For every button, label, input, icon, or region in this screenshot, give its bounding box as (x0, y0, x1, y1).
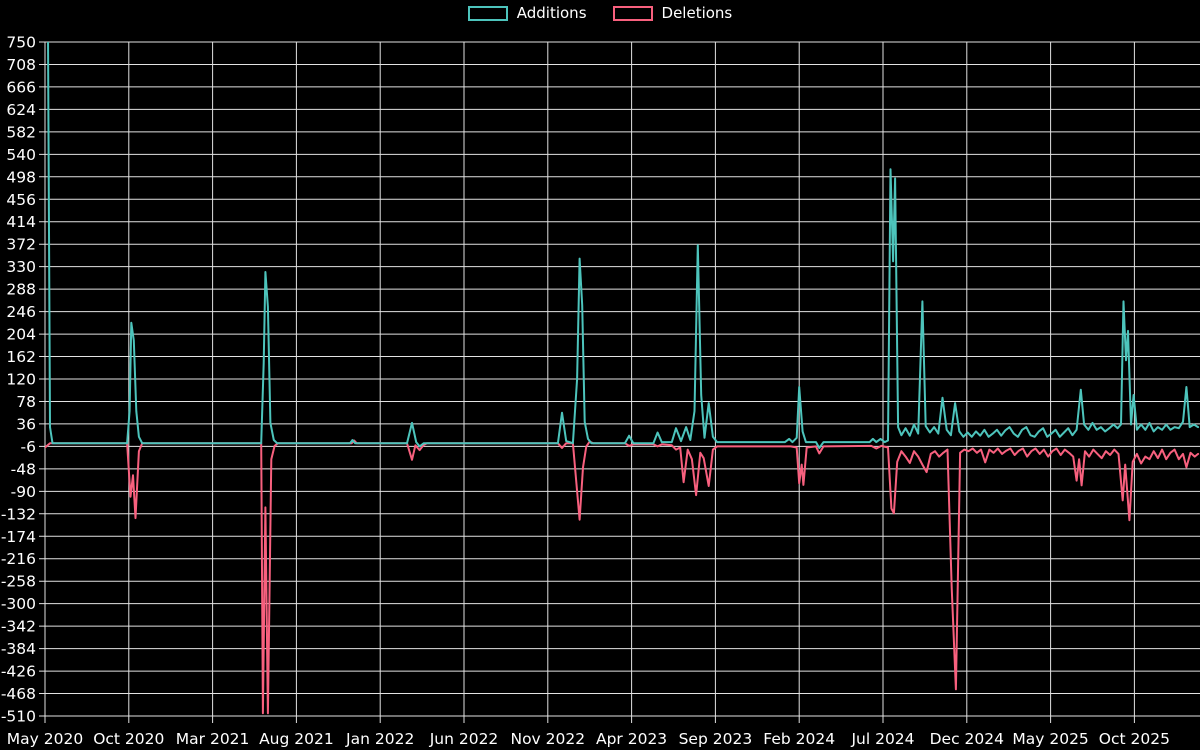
y-tick-label: 708 (6, 56, 36, 74)
y-tick-label: -258 (1, 573, 36, 591)
y-tick-label: 414 (6, 213, 36, 231)
y-tick-label: 246 (6, 303, 36, 321)
y-tick-label: -510 (1, 708, 36, 726)
y-tick-label: -174 (1, 528, 36, 546)
y-tick-label: 36 (16, 415, 36, 433)
y-tick-label: 288 (6, 281, 36, 299)
y-tick-label: -48 (11, 460, 36, 478)
legend-item-additions[interactable]: Additions (467, 4, 587, 22)
y-tick-label: -216 (1, 550, 36, 568)
deletions-line (45, 439, 1200, 715)
legend-item-deletions[interactable]: Deletions (612, 4, 733, 22)
y-tick-label: 540 (6, 146, 36, 164)
y-tick-label: -132 (1, 505, 36, 523)
y-tick-label: 666 (6, 78, 36, 96)
y-tick-label: 120 (6, 371, 36, 389)
x-tick-label: Apr 2023 (596, 730, 667, 748)
y-tick-label: 750 (6, 34, 36, 52)
x-tick-label: Jul 2024 (850, 730, 914, 748)
y-tick-label: 330 (6, 258, 36, 276)
y-tick-label: 498 (6, 168, 36, 186)
x-tick-label: Sep 2023 (679, 730, 753, 748)
x-tick-label: Aug 2021 (259, 730, 334, 748)
y-tick-label: -90 (11, 483, 36, 501)
legend-label-additions: Additions (516, 4, 587, 22)
x-tick-label: Jun 2022 (429, 730, 499, 748)
x-tick-label: Jan 2022 (345, 730, 414, 748)
x-tick-label: Dec 2024 (930, 730, 1004, 748)
y-tick-label: -342 (1, 618, 36, 636)
y-tick-label: -300 (1, 595, 36, 613)
x-tick-label: Mar 2021 (176, 730, 250, 748)
y-tick-label: 372 (6, 236, 36, 254)
y-tick-label: 78 (16, 393, 36, 411)
y-tick-label: 162 (6, 348, 36, 366)
deletions-swatch-icon (612, 6, 653, 21)
x-tick-label: May 2025 (1012, 730, 1088, 748)
legend-label-deletions: Deletions (661, 4, 733, 22)
x-tick-label: Oct 2020 (93, 730, 164, 748)
y-tick-label: -384 (1, 640, 36, 658)
y-tick-label: 456 (6, 191, 36, 209)
y-tick-label: -426 (1, 663, 36, 681)
x-tick-label: May 2020 (7, 730, 83, 748)
y-tick-label: -6 (21, 438, 36, 456)
x-tick-label: Oct 2025 (1099, 730, 1170, 748)
grid (39, 41, 1200, 723)
x-tick-label: Nov 2022 (510, 730, 585, 748)
y-tick-label: -468 (1, 685, 36, 703)
y-tick-label: 582 (6, 123, 36, 141)
additions-line (47, 42, 1200, 449)
axis-labels: 750 708 666 624 582 540 498 456 414 372 330 288 246 2… (1, 34, 1170, 749)
chart-legend: Additions Deletions (0, 6, 1200, 21)
y-tick-label: 204 (6, 326, 36, 344)
additions-swatch-icon (467, 6, 508, 21)
x-tick-label: Feb 2024 (763, 730, 835, 748)
y-tick-label: 624 (6, 101, 36, 119)
